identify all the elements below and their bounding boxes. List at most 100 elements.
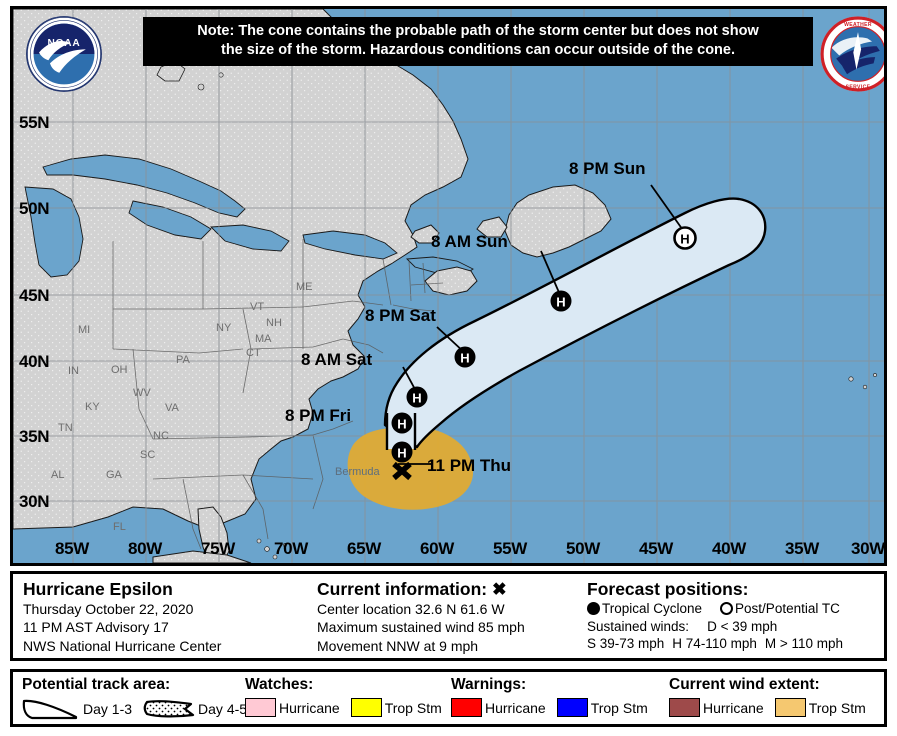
svg-text:H: H — [412, 391, 421, 406]
warnings-title: Warnings: — [451, 676, 527, 693]
storm-advisory: 11 PM AST Advisory 17 — [23, 619, 169, 636]
legend-potential-track-area: Potential track area: Day 1-3 Day 4-5 — [13, 672, 247, 724]
lon-label-85w: 85W — [55, 539, 90, 558]
state-label-oh: OH — [111, 364, 128, 376]
lon-label-65w: 65W — [347, 539, 382, 558]
lon-label-60w: 60W — [420, 539, 455, 558]
legend-watches: Watches: Hurricane Trop Stm — [245, 672, 451, 724]
wind-category-h: H 74-110 mph — [672, 636, 757, 652]
nws-logo: WEATHER SERVICE — [820, 16, 884, 92]
tropical-cyclone-label: Tropical Cyclone — [602, 601, 703, 617]
svg-text:H: H — [556, 295, 565, 310]
svg-text:SERVICE: SERVICE — [846, 84, 871, 90]
warning-trop-stm-swatch — [556, 698, 588, 717]
wind-categories-row: S 39-73 mph H 74-110 mph M > 110 mph — [587, 635, 884, 653]
storm-agency: NWS National Hurricane Center — [23, 637, 222, 654]
state-label-mi: MI — [78, 324, 91, 336]
current-position-x-icon: ✖ — [492, 579, 507, 599]
state-label-tn: TN — [58, 422, 73, 434]
warning-trop-stm-item: Trop Stm — [556, 698, 648, 717]
map-legend-bar: Potential track area: Day 1-3 Day 4-5 Wa… — [10, 669, 887, 727]
lat-label-45n: 45N — [19, 286, 50, 305]
svg-text:NOAA: NOAA — [48, 38, 81, 49]
warning-hurricane-item: Hurricane — [451, 698, 546, 717]
map-graphics: H H H H — [13, 9, 884, 563]
wind-category-s: S 39-73 mph — [587, 636, 665, 652]
track-label-8pm-fri: 8 PM Fri — [285, 406, 352, 425]
state-label-nc: NC — [153, 430, 169, 442]
svg-text:H: H — [397, 446, 406, 461]
track-label-8pm-sun: 8 PM Sun — [569, 159, 646, 178]
legend-day-1-3: Day 1-3 — [22, 698, 132, 720]
wind-extent-title: Current wind extent: — [669, 676, 820, 693]
watch-hurricane-swatch — [245, 698, 276, 717]
storm-identity-column: Hurricane Epsilon Thursday October 22, 2… — [13, 574, 311, 658]
place-label-bermuda: Bermuda — [335, 466, 380, 478]
state-label-al: AL — [51, 469, 65, 481]
lat-label-40n: 40N — [19, 352, 50, 371]
current-position-marker — [392, 461, 412, 481]
wind-hurricane-item: Hurricane — [669, 698, 764, 717]
position-marker-tropical-cyclone: H — [550, 290, 572, 312]
forecast-map[interactable]: H H H H — [10, 6, 887, 566]
cone-day13-icon — [22, 699, 78, 720]
lon-label-55w: 55W — [493, 539, 528, 558]
state-label-va: VA — [165, 402, 179, 414]
wind-hurricane-label: Hurricane — [703, 699, 764, 716]
state-label-ga: GA — [106, 469, 122, 481]
track-label-8am-sun: 8 AM Sun — [431, 232, 508, 251]
warning-hurricane-label: Hurricane — [485, 699, 546, 716]
current-wind-extent-area — [347, 426, 474, 510]
center-location: Center location 32.6 N 61.6 W — [317, 601, 505, 618]
cone-note-banner: Note: The cone contains the probable pat… — [143, 17, 813, 66]
lon-label-50w: 50W — [566, 539, 601, 558]
legend-current-wind-extent: Current wind extent: Hurricane Trop Stm — [669, 672, 884, 724]
state-label-wv: WV — [133, 387, 151, 399]
lon-label-80w: 80W — [128, 539, 163, 558]
wind-trop-stm-label: Trop Stm — [808, 699, 866, 716]
track-label-8am-sat: 8 AM Sat — [301, 350, 373, 369]
post-potential-tc-icon — [720, 602, 734, 616]
tropical-cyclone-icon — [587, 602, 600, 616]
state-label-me: ME — [296, 281, 313, 293]
legend-day-4-5: Day 4-5 — [143, 698, 247, 720]
lon-label-75w: 75W — [201, 539, 236, 558]
current-information-label: Current information: — [317, 579, 488, 599]
post-potential-tc-label: Post/Potential TC — [735, 601, 840, 617]
position-marker-tropical-cyclone: H — [391, 441, 413, 463]
forecast-position-markers: H H H H — [391, 226, 697, 481]
wind-extent-row: Hurricane Trop Stm — [669, 698, 884, 717]
svg-text:WEATHER: WEATHER — [844, 22, 872, 28]
landmass-group — [13, 9, 877, 563]
svg-text:H: H — [680, 232, 689, 247]
note-line-1: Note: The cone contains the probable pat… — [197, 23, 759, 39]
storm-title: Hurricane Epsilon — [23, 579, 173, 599]
wind-category-m: M > 110 mph — [764, 636, 844, 652]
watches-title: Watches: — [245, 676, 314, 693]
forecast-positions-column: Forecast positions: Tropical Cyclone Pos… — [581, 574, 884, 658]
track-label-11pm-thu: 11 PM Thu — [427, 456, 512, 475]
state-borders — [112, 239, 444, 550]
warning-hurricane-swatch — [451, 698, 482, 717]
storm-info-panel: Hurricane Epsilon Thursday October 22, 2… — [10, 571, 887, 661]
state-label-ny: NY — [216, 322, 232, 334]
state-label-pa: PA — [176, 354, 190, 366]
lat-label-55n: 55N — [19, 113, 50, 132]
movement: Movement NNW at 9 mph — [317, 637, 479, 654]
watch-trop-stm-item: Trop Stm — [350, 698, 442, 717]
current-information-column: Current information: ✖ Center location 3… — [311, 574, 581, 658]
sustained-winds-row: Sustained winds: D < 39 mph — [587, 618, 884, 636]
wind-trop-stm-swatch — [774, 698, 806, 717]
state-label-ct: CT — [246, 347, 261, 359]
wind-trop-stm-item: Trop Stm — [774, 698, 866, 717]
state-label-ma: MA — [255, 333, 272, 345]
max-sustained-wind: Maximum sustained wind 85 mph — [317, 619, 525, 636]
position-marker-tropical-cyclone: H — [391, 412, 413, 434]
warnings-row: Hurricane Trop Stm — [451, 698, 669, 717]
state-label-ky: KY — [85, 401, 100, 413]
position-marker-tropical-cyclone: H — [406, 386, 428, 408]
forecast-positions-title: Forecast positions: — [587, 579, 749, 599]
position-marker-tropical-cyclone: H — [454, 346, 476, 368]
day-1-3-label: Day 1-3 — [83, 701, 133, 717]
